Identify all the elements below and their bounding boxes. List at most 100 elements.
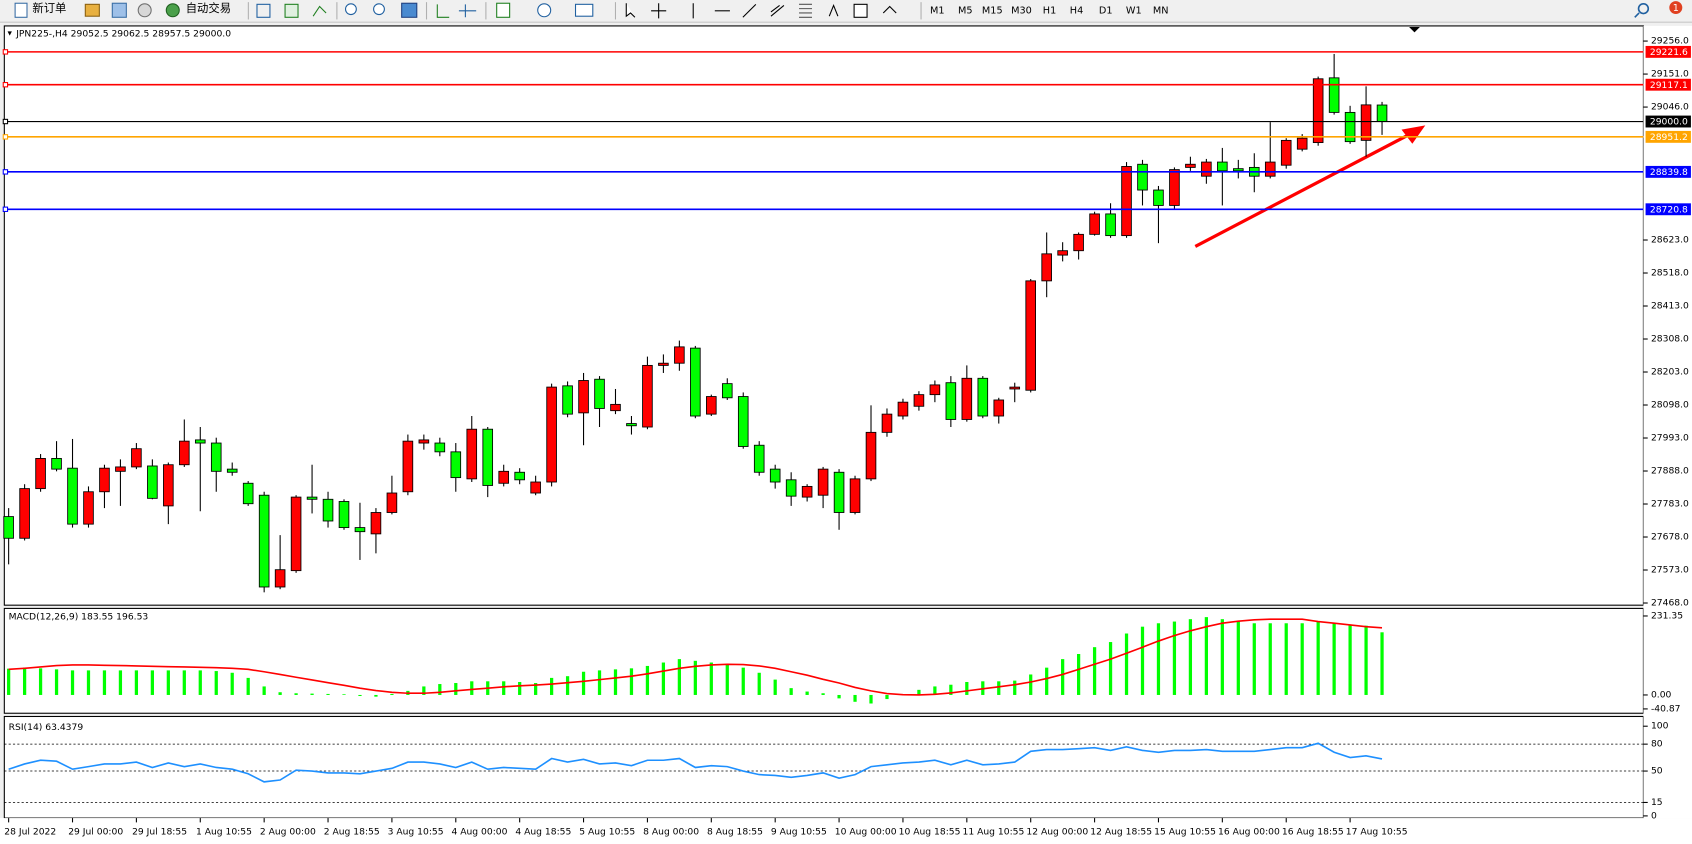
candle-body [147,465,158,499]
macd-bar [310,693,314,695]
timeframe-button[interactable]: W1 [1126,5,1142,16]
candle-body [1009,386,1021,390]
channel-tool[interactable] [770,4,785,17]
x-tick-label: 9 Aug 10:55 [771,827,827,838]
y-tick-label: 50 [1651,766,1663,777]
candle-body [402,440,414,493]
y-tick-label: -40.87 [1651,703,1681,714]
macd-bar [933,686,937,695]
trend-arrow-head [1401,125,1426,144]
y-tick-label: 0 [1651,810,1657,821]
cursor-tool[interactable] [625,3,636,18]
macd-bar [1124,633,1129,695]
timeframe-button[interactable]: H1 [1043,5,1056,16]
candle-body [801,485,813,498]
timeframe-button[interactable]: H4 [1070,5,1083,16]
candle-body [226,468,238,473]
fibo-tool[interactable] [799,3,812,18]
macd-bar [709,662,713,695]
icon[interactable] [458,4,477,18]
macd-bar [1188,619,1193,695]
macd-bar [70,670,75,695]
timeframe-button[interactable]: D1 [1099,5,1113,16]
icon[interactable] [436,4,450,18]
candle-body [290,496,302,572]
x-tick-label: 2 Aug 00:00 [260,827,316,838]
zoom-in[interactable] [344,3,357,16]
macd-bar [1300,623,1304,695]
toolbar-button[interactable]: 自动交易 [186,1,231,15]
icon[interactable] [401,2,418,18]
timeframe-button[interactable]: MN [1153,5,1169,16]
icon[interactable] [137,3,152,18]
price-label: 28720.8 [1650,204,1688,215]
toolbar-bg [0,0,1692,22]
price-line-handle [2,134,9,140]
trend-arrow [1194,132,1411,248]
icon[interactable] [537,3,552,18]
y-tick-label: 29151.0 [1651,69,1689,80]
signal-line [8,618,1383,696]
candle-body [817,468,829,496]
new-order-icon[interactable] [14,2,28,18]
timeframe-button[interactable]: M1 [930,5,945,16]
rsi-panel [3,715,1644,819]
y-tick-label: 28098.0 [1651,400,1689,411]
candle-body [67,467,78,525]
icon[interactable] [312,5,327,17]
autotrade-icon[interactable] [165,3,180,18]
candle-body [131,448,142,468]
candle-body [849,478,861,513]
macd-bar [565,676,570,695]
macd-bar [470,681,474,695]
candle-body [897,401,909,417]
price-label-bg [1645,78,1691,91]
text-tool[interactable] [828,3,839,17]
search-icon[interactable] [1634,12,1640,18]
macd-bar [1332,622,1336,695]
candle-body [753,444,765,473]
zoom-out[interactable] [373,3,385,16]
candle-body [1328,77,1340,113]
macd-bar [518,681,522,695]
candle-body [1280,139,1292,166]
y-tick-label: 231.35 [1651,610,1683,621]
icon[interactable] [256,3,271,18]
icon[interactable] [84,3,100,17]
candle-body [274,569,286,588]
price-label-bg [1645,203,1691,216]
arrow-tool[interactable] [882,5,897,14]
candle-body [1073,233,1084,252]
notification-badge[interactable] [1669,1,1683,15]
icon[interactable] [111,2,127,18]
candle-body [354,527,366,533]
x-tick-label: 5 Aug 10:55 [579,827,635,838]
label-tool[interactable] [853,3,868,18]
toolbar: 新订单 自动交易 M1 M5 M15 M30 H1 H4 D1 W1 MN 1 [0,0,1692,23]
crosshair-tool[interactable] [651,3,667,19]
candle-body [322,498,334,522]
timeframe-button[interactable]: M30 [1011,5,1032,16]
candle-body [306,496,318,500]
icon[interactable] [496,2,511,18]
macd-bar [182,670,186,695]
search-icon[interactable] [1637,2,1650,15]
candle-body [498,470,509,484]
trendline-tool[interactable] [742,3,757,18]
x-tick-label: 28 Jul 2022 [4,827,56,838]
toolbar-button[interactable]: 新订单 [32,1,66,15]
macd-bar [741,667,745,695]
timeframe-button[interactable]: M15 [982,5,1003,16]
candle-body [482,428,494,486]
price-line-handle [2,169,9,175]
x-tick-label: 16 Aug 00:00 [1218,827,1280,838]
y-tick-label: 15 [1651,797,1663,808]
candle-body [690,347,701,417]
timeframe-button[interactable]: M5 [958,5,973,16]
macd-bar [661,662,666,695]
macd-bar [853,694,857,702]
icon[interactable] [574,3,594,17]
macd-bar [789,688,793,695]
icon[interactable] [284,3,299,18]
